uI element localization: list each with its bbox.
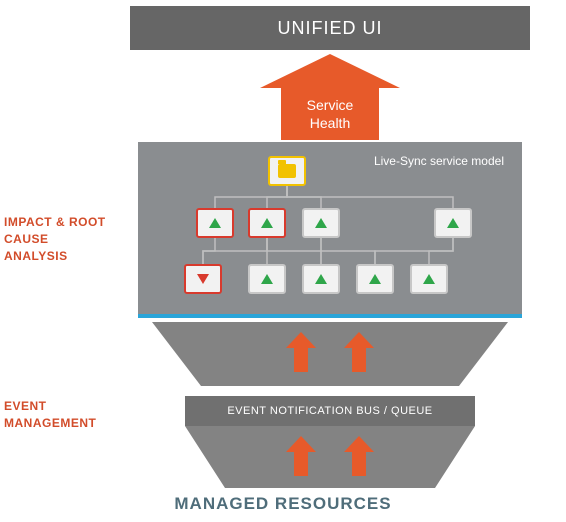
arrow-up-icon [447, 218, 459, 228]
chevron-up-icon [260, 54, 400, 88]
up-arrow-icon [286, 436, 316, 476]
arrow-up-icon [315, 274, 327, 284]
event-mgmt-label: EVENT MANAGEMENT [4, 398, 114, 432]
folder-icon [278, 164, 296, 178]
tree-node [356, 264, 394, 294]
event-bus-label: EVENT NOTIFICATION BUS / QUEUE [227, 405, 432, 417]
service-tree [152, 152, 508, 302]
arrow-up-icon [423, 274, 435, 284]
arrow-up-icon [315, 218, 327, 228]
tree-node [196, 208, 234, 238]
managed-resources-label: MANAGED RESOURCES [0, 494, 566, 514]
upward-arrows-lower [286, 436, 374, 476]
tree-node [268, 156, 306, 186]
tree-node [410, 264, 448, 294]
arrow-down-icon [197, 274, 209, 284]
arrow-up-icon [209, 218, 221, 228]
unified-ui-label: UNIFIED UI [277, 18, 382, 39]
tree-node [184, 264, 222, 294]
up-arrow-icon [286, 332, 316, 372]
arrow-up-icon [261, 274, 273, 284]
impact-label: IMPACT & ROOT CAUSE ANALYSIS [4, 214, 114, 264]
event-bus-bar: EVENT NOTIFICATION BUS / QUEUE [185, 396, 475, 426]
unified-ui-bar: UNIFIED UI [130, 6, 530, 50]
tree-node [248, 208, 286, 238]
service-model-panel: Live-Sync service model [138, 142, 522, 318]
up-arrow-icon [344, 436, 374, 476]
tree-node [248, 264, 286, 294]
tree-node [302, 264, 340, 294]
arrow-up-icon [261, 218, 273, 228]
up-arrow-icon [344, 332, 374, 372]
service-health-arrow: Service Health [260, 54, 400, 140]
service-health-label: Service Health [281, 88, 379, 140]
upward-arrows-upper [286, 332, 374, 372]
tree-node [434, 208, 472, 238]
diagram-root: UNIFIED UI Service Health Live-Sync serv… [0, 0, 566, 522]
arrow-up-icon [369, 274, 381, 284]
tree-node [302, 208, 340, 238]
